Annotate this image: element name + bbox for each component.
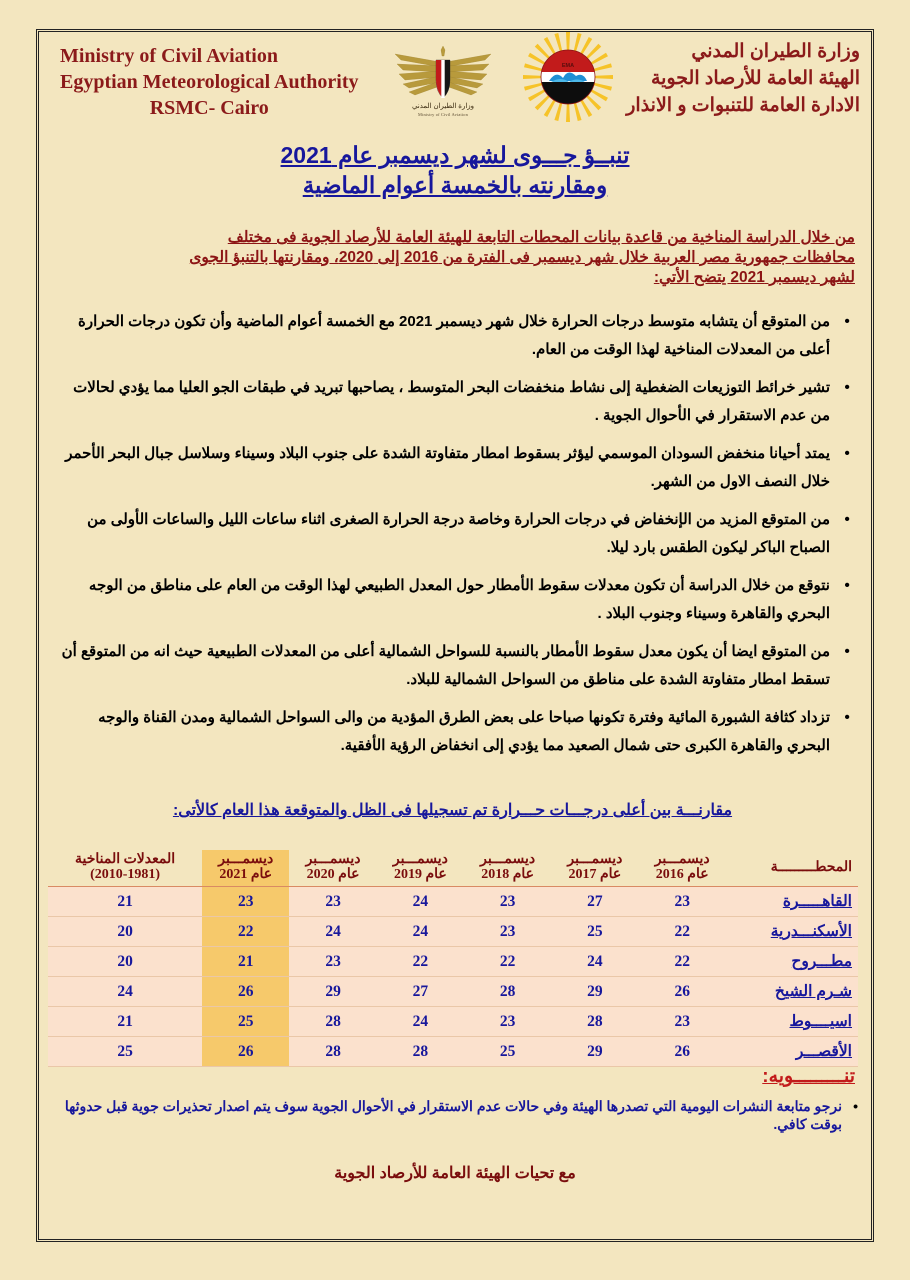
svg-text:وزارة الطيران المدني: وزارة الطيران المدني: [412, 102, 474, 110]
svg-text:Ministry of Civil Aviation: Ministry of Civil Aviation: [418, 112, 469, 117]
svg-text:EMA: EMA: [562, 63, 574, 69]
